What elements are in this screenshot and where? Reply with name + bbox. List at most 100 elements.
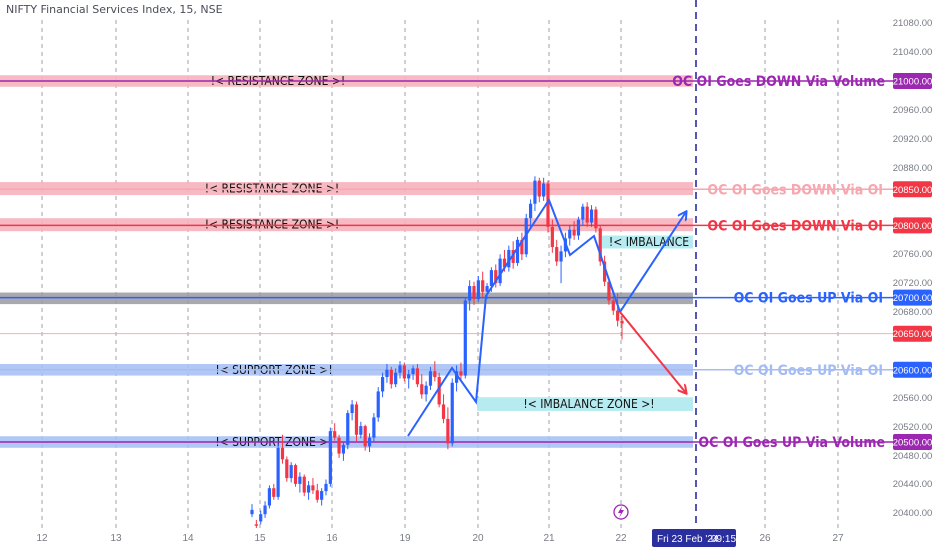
candle-body (616, 310, 620, 321)
candle-body (428, 371, 433, 386)
level-text: OC OI Goes UP Via Volume (698, 435, 885, 451)
price-tick-label: 21040.00 (893, 47, 932, 58)
candle-body (341, 444, 346, 454)
candle-body (537, 180, 541, 197)
time-tick-label: 21 (543, 533, 555, 544)
zone-label: !< IMBALANCE (609, 235, 689, 249)
price-tag-label: 20700.00 (893, 293, 932, 304)
price-tick-label: 20920.00 (893, 134, 932, 145)
candle-body (598, 228, 602, 262)
price-tag (893, 181, 932, 198)
candle-body (394, 372, 398, 385)
candle-body (498, 258, 502, 284)
candle-body (446, 418, 450, 444)
candle-body (589, 209, 594, 223)
price-tick-label: 20400.00 (893, 508, 932, 519)
up-arrow (619, 212, 686, 313)
candle-body (402, 365, 406, 379)
level-text: OC OI Goes DOWN Via OI (707, 182, 883, 198)
candle-body (542, 183, 546, 197)
candle-body (611, 300, 615, 311)
lightning-icon (618, 506, 624, 518)
candle-body (602, 261, 607, 282)
candle-body (376, 391, 380, 418)
time-tick-label: 14 (182, 533, 194, 544)
candle-body (481, 280, 485, 292)
time-tick-label: 27 (832, 533, 844, 544)
candle-body (267, 488, 272, 506)
candle-body (555, 247, 559, 262)
candle-body (333, 431, 337, 438)
price-tag (893, 325, 932, 342)
price-tick-label: 20520.00 (893, 422, 932, 433)
price-tag (893, 73, 932, 89)
candle-body (472, 286, 476, 300)
time-tick-label: 15 (254, 533, 266, 544)
candle-body (289, 465, 293, 479)
price-tag (893, 361, 932, 378)
candle-body (398, 365, 402, 373)
candle-body (302, 476, 306, 493)
time-axis[interactable]: 12 13 14 15 16 19 20 21 22 26 27 Fri 23 Feb '2409:1… (0, 504, 932, 550)
candle-body (581, 206, 585, 220)
candle-body (293, 465, 298, 484)
candle-body (437, 377, 441, 405)
level-text: OC OI Goes UP Via OI (734, 363, 883, 379)
time-tick-label: 26 (759, 533, 771, 544)
candle-body (337, 437, 341, 454)
candle-body (415, 368, 420, 385)
time-axis-background (0, 528, 932, 550)
candle-body (259, 514, 263, 522)
time-tick-label: 22 (615, 533, 627, 544)
candle-body (485, 286, 489, 292)
candle-body (550, 226, 554, 248)
level-lines (0, 80, 893, 443)
zone-imbalance (477, 397, 693, 411)
price-tick-label: 20720.00 (893, 278, 932, 289)
candle-body (380, 377, 385, 392)
level-text: OC OI Goes UP Via OI (734, 291, 883, 307)
candle-body (280, 447, 285, 460)
candle-body (441, 404, 446, 419)
crosshair-time-label: 09:15 (711, 534, 736, 545)
time-tick-label: 20 (472, 533, 484, 544)
price-tick-label: 20560.00 (893, 393, 932, 404)
price-tick-label: 20440.00 (893, 479, 932, 490)
arrow-drawings (407, 197, 686, 437)
candle-body (502, 258, 507, 268)
candles (250, 176, 624, 529)
zone-label: !< IMBALANCE ZONE >! (523, 397, 654, 411)
grid-lines (41, 0, 839, 528)
candle-body (520, 239, 524, 255)
price-axis[interactable]: 21080.00 21040.00 21000.00 20960.00 20920.00… (893, 0, 932, 528)
candle-body (528, 203, 533, 219)
price-tag-label: 21000.00 (893, 77, 932, 88)
candle-body (620, 320, 624, 324)
candle-body (285, 459, 289, 479)
candle-body (594, 209, 598, 229)
candle-body (559, 251, 563, 262)
time-tick-label: 13 (110, 533, 122, 544)
price-tag-label: 20600.00 (893, 365, 932, 376)
candle-body (459, 371, 463, 376)
candle-body (263, 505, 267, 515)
candle-body (346, 413, 350, 445)
crosshair-date-box (652, 529, 736, 547)
candle-body (568, 229, 572, 239)
candle-body (585, 206, 589, 223)
candle-body (515, 239, 520, 263)
candle-body (546, 183, 550, 227)
candle-body (254, 524, 258, 526)
price-tag (893, 434, 932, 450)
time-tick-label: 12 (36, 533, 48, 544)
candle-body (424, 385, 428, 395)
candle-body (354, 404, 359, 435)
candle-body (476, 280, 480, 300)
candle-body (407, 374, 411, 379)
candle-body (311, 485, 315, 491)
level-texts: OC OI Goes DOWN Via Volume OC OI Goes DOW… (672, 74, 885, 451)
candle-body (250, 509, 254, 515)
price-tick-label: 20880.00 (893, 163, 932, 174)
